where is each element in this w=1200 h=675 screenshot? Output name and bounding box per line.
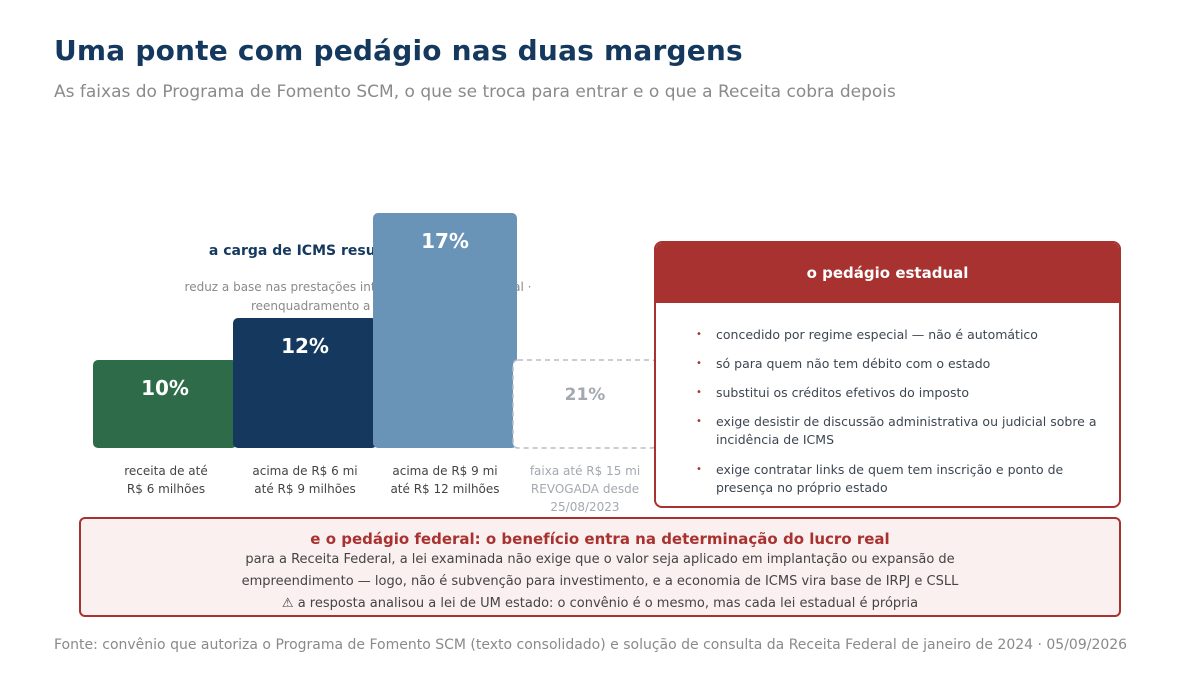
list-item: substitui os créditos efetivos do impost… [696,384,1099,402]
category-label: acima de R$ 6 mi até R$ 9 milhões [252,464,358,496]
bar [93,360,237,448]
chart-title: a carga de ICMS resultante, por porte [208,243,508,259]
bar-value-label: 12% [281,334,329,358]
chart-note: reduz a base nas prestações internas a c… [160,278,556,316]
federal-toll-text: para a Receita Federal, a lei examinada … [245,552,955,567]
category-label-revoked: faixa até R$ 15 mi REVOGADA desde 25/08/20… [529,464,641,514]
bar-revoked [512,359,658,449]
state-toll-panel: o pedágio estadual concedido por regime … [654,241,1121,508]
source-footer: Fonte: convênio que autoriza o Programa … [54,637,1128,653]
bar-value-label: 10% [141,376,189,400]
page-subtitle: As faixas do Programa de Fomento SCM, o … [54,82,896,102]
bar-value-label: 21% [565,385,606,405]
list-item: concedido por regime especial — não é au… [696,326,1099,344]
list-item: exige contratar links de quem tem inscri… [696,461,1099,497]
chart-note-line: reenquadramento a cada 12 meses [250,299,465,313]
list-item: só para quem não tem débito com o estado [696,355,1099,373]
federal-toll-panel: e o pedágio federal: o benefício entra n… [79,517,1121,617]
chart-note-line: reduz a base nas prestações internas a c… [184,280,532,294]
federal-toll-text: empreendimento — logo, não é subvenção p… [241,574,959,589]
state-toll-title: o pedágio estadual [656,243,1119,303]
bar [233,318,377,448]
federal-toll-warning: ⚠ a resposta analisou a lei de UM estado… [281,596,919,611]
page-title: Uma ponte com pedágio nas duas margens [54,34,743,67]
category-label: acima de R$ 9 mi até R$ 12 milhões [390,464,500,496]
state-toll-list: concedido por regime especial — não é au… [656,326,1119,497]
category-label: receita de até R$ 6 milhões [124,464,208,496]
federal-toll-title: e o pedágio federal: o benefício entra n… [310,530,890,548]
list-item: exige desistir de discussão administrati… [696,413,1099,449]
